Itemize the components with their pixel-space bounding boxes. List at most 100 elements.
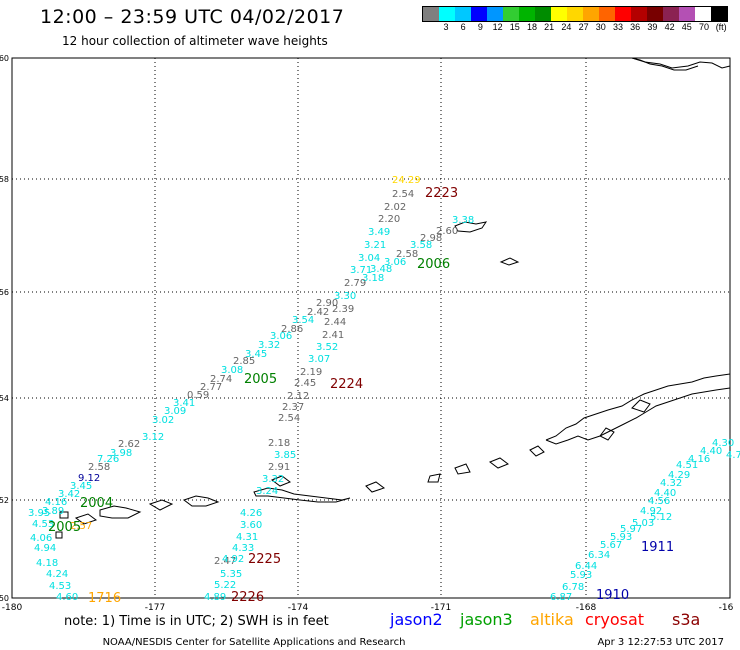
swh-readings-layer: 24.29 2.54 2.022.20 3.382.60 3.49 2.98 3.21 3.5… [28, 175, 740, 603]
longitude-label: -16 [719, 603, 734, 613]
swh-reading: 4.16 [45, 497, 67, 508]
legend-item-s3a: s3a [672, 610, 700, 629]
color-swatch [663, 7, 679, 21]
swh-reading: 3.49 [368, 227, 390, 238]
swh-reading: 3.04 [358, 253, 380, 264]
swh-reading: 4.16 [688, 454, 710, 465]
swh-reading: 3.30 [334, 291, 356, 302]
swh-reading: 5.12 [650, 512, 672, 523]
pass-labels-layer: 2223 2006 2005 2224 2004 2005 2225 2226 1716 1911… [48, 186, 674, 606]
longitude-label: -168 [576, 603, 597, 613]
swh-reading: 4.60 [56, 592, 78, 603]
swh-reading: 3.38 [452, 215, 474, 226]
swh-reading: 2.98 [420, 233, 442, 244]
color-swatch [615, 7, 631, 21]
latitude-label: 54 [0, 394, 9, 403]
color-scale-label: (ft) [715, 22, 727, 32]
swh-reading: 4.32 [660, 478, 682, 489]
swh-reading: 4.31 [236, 532, 258, 543]
swh-reading: 3.48 [370, 264, 392, 275]
latitude-label: 50 [0, 594, 9, 603]
color-scale-label: 45 [681, 22, 692, 32]
swh-reading: 2.42 [307, 307, 329, 318]
color-swatch [535, 7, 551, 21]
swh-reading: 3.24 [256, 486, 278, 497]
swh-reading: 4.51 [676, 460, 698, 471]
pass-time-label: 2226 [231, 590, 264, 605]
pass-time-label: 2006 [417, 257, 450, 272]
color-swatch [551, 7, 567, 21]
color-scale-label: 18 [526, 22, 538, 32]
color-scale-label: 15 [509, 22, 520, 32]
swh-reading: 3.09 [164, 406, 186, 417]
grid-lines [12, 58, 730, 598]
swh-reading: 4.89 [204, 592, 226, 603]
swh-reading: 2.91 [268, 462, 290, 473]
swh-reading: 3.60 [240, 520, 262, 531]
color-swatch [439, 7, 455, 21]
color-scale-label: 33 [612, 22, 624, 32]
latitude-labels: 60 58 56 54 52 50 [0, 54, 9, 603]
swh-reading: 3.06 [270, 331, 292, 342]
swh-reading: 2.86 [281, 324, 303, 335]
swh-reading: 2.12 [287, 391, 309, 402]
color-swatch [647, 7, 663, 21]
longitude-labels: -180 -177 -174 -171 -168 -16 [2, 603, 734, 613]
swh-reading: 3.07 [308, 354, 330, 365]
swh-reading: 4.30 [712, 438, 734, 449]
swh-reading: 5.22 [214, 580, 236, 591]
swh-reading: 2.57 [70, 521, 92, 532]
swh-reading: 3.32 [258, 340, 280, 351]
color-scale-label: 36 [630, 22, 641, 32]
color-swatch [679, 7, 695, 21]
swh-reading: 2.39 [332, 304, 354, 315]
legend-item-jason3: jason3 [459, 610, 513, 629]
swh-reading: 3.32 [262, 474, 284, 485]
color-swatch [519, 7, 535, 21]
color-swatch [567, 7, 583, 21]
swh-reading: 3.45 [245, 349, 267, 360]
legend-item-altika: altika [530, 610, 574, 629]
swh-reading: 2.62 [118, 439, 140, 450]
swh-reading: 9.12 [78, 473, 100, 484]
swh-reading: 2.18 [268, 438, 290, 449]
latitude-label: 52 [0, 496, 9, 505]
swh-reading: 6.34 [588, 550, 610, 561]
color-swatch [711, 7, 727, 21]
swh-reading: 5.35 [220, 569, 242, 580]
swh-reading: 2.58 [88, 462, 110, 473]
color-scale-label: 27 [578, 22, 589, 32]
swh-reading: 5.93 [610, 532, 632, 543]
swh-reading: 24.29 [392, 175, 421, 186]
swh-reading: 2.37 [282, 402, 304, 413]
pass-time-label: 2224 [330, 377, 363, 392]
legend-item-cryosat: cryosat [585, 610, 644, 629]
coastline [55, 57, 731, 539]
swh-reading: 3.95 [28, 508, 50, 519]
color-swatch [487, 7, 503, 21]
swh-reading: 3.02 [152, 415, 174, 426]
swh-reading: 6.87 [550, 592, 572, 603]
swh-reading: 3.52 [316, 342, 338, 353]
latitude-label: 60 [0, 54, 9, 63]
swh-reading: 5.03 [632, 518, 654, 529]
swh-reading: 4.53 [49, 581, 71, 592]
swh-reading: 2.20 [378, 214, 400, 225]
pass-time-label: 2005 [244, 372, 277, 387]
swh-reading: 2.85 [233, 356, 255, 367]
swh-reading: 3.08 [221, 365, 243, 376]
swh-reading: 4.56 [648, 496, 670, 507]
swh-reading: 4.92 [640, 506, 662, 517]
longitude-label: -171 [431, 603, 451, 613]
swh-reading: 3.98 [110, 448, 132, 459]
color-swatch [423, 7, 439, 21]
footer-note: note: 1) Time is in UTC; 2) SWH is in fe… [64, 614, 329, 629]
swh-reading: 2.77 [200, 382, 222, 393]
satellite-legend: jason2 jason3 altika cryosat s3a [389, 610, 700, 629]
swh-reading: 3.89 [42, 506, 64, 517]
swh-reading: 5.67 [600, 540, 622, 551]
longitude-label: -177 [145, 603, 165, 613]
map-title: 12:00 – 23:59 UTC 04/02/2017 [40, 6, 345, 28]
pass-time-label: 1910 [596, 588, 629, 603]
